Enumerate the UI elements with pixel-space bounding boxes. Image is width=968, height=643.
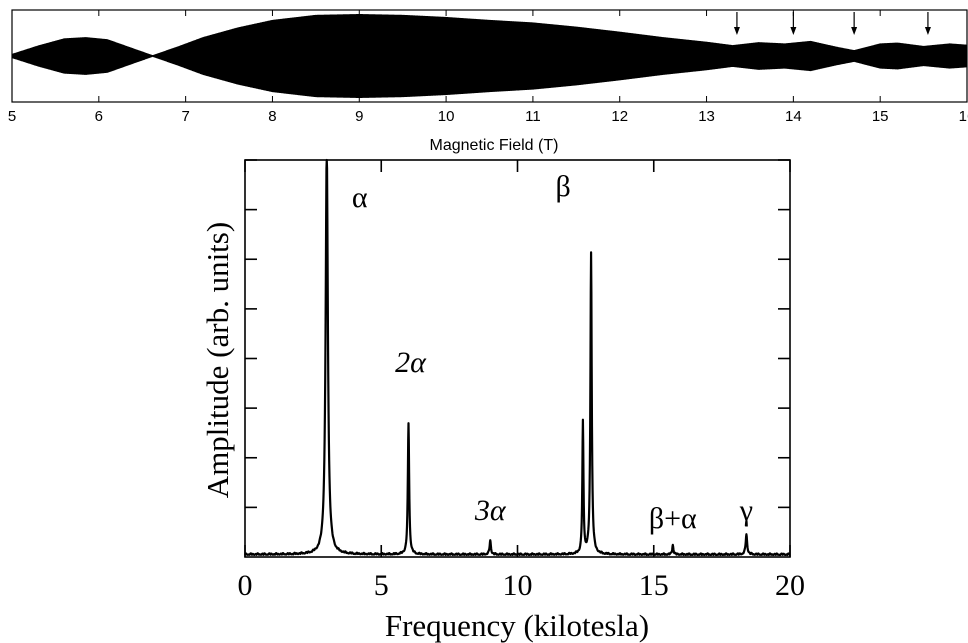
field-tick-label: 14 (785, 108, 802, 125)
field-tick-label: 5 (8, 108, 16, 125)
oscillation-waveform (11, 13, 968, 99)
frequency-axis-tick-labels: 0 5 10 15 20 (238, 569, 806, 602)
spectrum-line (244, 158, 791, 557)
field-tick-label: 13 (698, 108, 715, 125)
peak-label: γ (739, 494, 753, 527)
field-arrow (924, 12, 931, 35)
field-axis-ticks (11, 10, 968, 102)
peak-label: β (555, 170, 570, 203)
spectrum-panel: 0 5 10 15 20 α 2α 3α β β+α γ Frequency (kilotesla… (200, 158, 806, 643)
field-axis-label: Magnetic Field (T) (430, 137, 559, 154)
frequency-tick-label: 10 (503, 569, 533, 602)
peak-label: β+α (649, 502, 697, 535)
peak-label: 2α (395, 346, 427, 379)
frequency-tick-label: 5 (374, 569, 389, 602)
frequency-tick-label: 20 (775, 569, 805, 602)
field-arrow (733, 12, 740, 35)
amplitude-axis-ticks (245, 159, 790, 509)
peak-label: 3α (474, 494, 507, 527)
frequency-tick-label: 15 (639, 569, 669, 602)
field-arrow (851, 12, 858, 35)
field-axis-tick-labels: 5 6 7 8 9 10 11 12 13 14 15 16 (8, 108, 968, 125)
frequency-axis-label: Frequency (kilotesla) (385, 608, 649, 643)
peak-label: α (352, 181, 368, 214)
field-tick-label: 9 (355, 108, 363, 125)
oscillation-panel: 5 6 7 8 9 10 11 12 13 14 15 16 Magnetic Field (T) (8, 9, 968, 154)
field-arrows (733, 12, 931, 35)
field-tick-label: 16 (959, 108, 968, 125)
frequency-tick-label: 0 (238, 569, 253, 602)
field-tick-label: 8 (268, 108, 276, 125)
amplitude-axis-label: Amplitude (arb. units) (200, 222, 235, 498)
field-tick-label: 6 (95, 108, 103, 125)
frequency-axis-ticks (244, 160, 791, 557)
field-tick-label: 10 (438, 108, 455, 125)
field-tick-label: 12 (611, 108, 628, 125)
peak-labels: α 2α 3α β β+α γ (352, 170, 753, 535)
field-tick-label: 11 (525, 108, 541, 125)
field-tick-label: 7 (181, 108, 189, 125)
field-tick-label: 15 (872, 108, 889, 125)
